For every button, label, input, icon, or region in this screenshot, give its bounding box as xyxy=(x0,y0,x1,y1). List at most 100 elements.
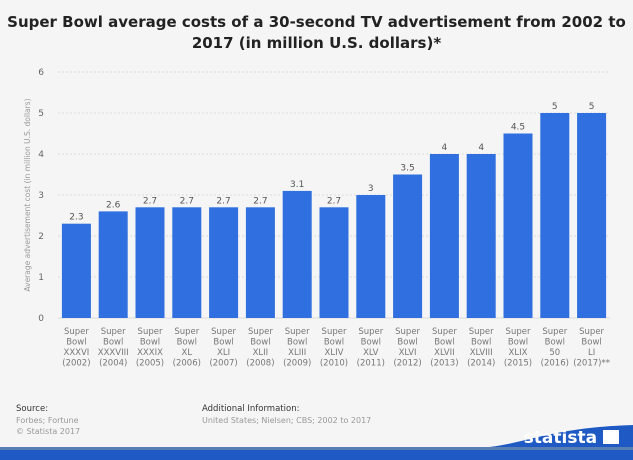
x-tick-label: Bowl xyxy=(140,338,160,348)
bar xyxy=(577,113,607,318)
data-label: 3.1 xyxy=(290,180,304,190)
bar xyxy=(245,207,275,318)
y-tick-label: 6 xyxy=(38,68,44,78)
x-tick-label: Bowl xyxy=(250,338,270,348)
x-tick-label: (2007) xyxy=(209,359,237,369)
x-tick-label: (2012) xyxy=(393,359,421,369)
x-tick-label: Bowl xyxy=(361,338,381,348)
data-label: 3 xyxy=(368,184,374,194)
data-label: 2.7 xyxy=(327,196,341,206)
x-tick-label: XLII xyxy=(253,348,269,358)
y-tick-label: 3 xyxy=(38,191,44,201)
info-block: Additional Information: United States; N… xyxy=(202,404,371,426)
data-label: 2.3 xyxy=(69,213,83,223)
data-label: 2.7 xyxy=(143,196,157,206)
x-tick-label: (2004) xyxy=(99,359,127,369)
x-tick-label: XLIX xyxy=(509,348,528,358)
info-label: Additional Information: xyxy=(202,404,300,414)
x-tick-label: XXXIX xyxy=(137,348,163,358)
x-tick-label: XL xyxy=(182,348,193,358)
bar xyxy=(356,195,386,318)
y-tick-label: 1 xyxy=(38,273,44,283)
data-label: 4 xyxy=(442,143,448,153)
x-tick-label: Bowl xyxy=(66,338,86,348)
x-tick-label: (2014) xyxy=(467,359,495,369)
x-tick-label: Super xyxy=(469,327,494,337)
bar xyxy=(319,207,349,318)
source-block: Source: Forbes; Fortune © Statista 2017 xyxy=(16,404,80,437)
x-tick-label: Super xyxy=(138,327,163,337)
x-tick-label: Bowl xyxy=(324,338,344,348)
data-label: 4 xyxy=(478,143,484,153)
x-tick-label: Bowl xyxy=(545,338,565,348)
x-tick-label: Super xyxy=(64,327,89,337)
x-tick-label: (2005) xyxy=(136,359,164,369)
x-tick-label: (2008) xyxy=(246,359,274,369)
x-tick-label: Bowl xyxy=(103,338,123,348)
data-label: 2.6 xyxy=(106,200,121,210)
x-tick-label: Super xyxy=(432,327,457,337)
x-tick-label: (2015) xyxy=(504,359,532,369)
x-tick-label: Super xyxy=(248,327,273,337)
x-tick-label: (2016) xyxy=(541,359,569,369)
y-tick-label: 2 xyxy=(38,232,44,242)
x-tick-label: XLIII xyxy=(288,348,306,358)
x-tick-label: (2017)** xyxy=(573,359,610,369)
x-tick-label: Super xyxy=(358,327,383,337)
y-axis-label: Average advertisement cost (in million U… xyxy=(23,98,32,291)
bar xyxy=(466,154,496,318)
x-tick-label: Bowl xyxy=(434,338,454,348)
x-tick-label: 50 xyxy=(549,348,560,358)
x-tick-label: XLVII xyxy=(434,348,454,358)
x-tick-label: Bowl xyxy=(397,338,417,348)
bar xyxy=(61,223,91,318)
source-label: Source: xyxy=(16,404,49,414)
x-tick-label: XXXVI xyxy=(64,348,90,358)
bar xyxy=(429,154,459,318)
data-label: 2.7 xyxy=(253,196,267,206)
data-label: 2.7 xyxy=(216,196,230,206)
footer-band xyxy=(0,425,633,460)
x-tick-label: Super xyxy=(579,327,604,337)
x-tick-label: XLV xyxy=(363,348,379,358)
x-tick-label: (2011) xyxy=(357,359,385,369)
bar xyxy=(135,207,165,318)
info-text: United States; Nielsen; CBS; 2002 to 201… xyxy=(202,416,372,425)
x-tick-label: (2002) xyxy=(62,359,90,369)
source-text: Forbes; Fortune xyxy=(16,416,79,425)
x-tick-label: Bowl xyxy=(177,338,197,348)
logo-text: statista xyxy=(523,428,598,448)
bar xyxy=(98,211,128,318)
x-tick-label: LI xyxy=(588,348,595,358)
x-tick-label: Bowl xyxy=(213,338,233,348)
y-tick-label: 5 xyxy=(38,109,44,119)
x-tick-label: Super xyxy=(101,327,126,337)
bar xyxy=(282,190,312,318)
bar xyxy=(503,133,533,318)
statista-logo-icon xyxy=(603,430,619,444)
data-label: 5 xyxy=(552,102,558,112)
x-tick-label: (2006) xyxy=(173,359,201,369)
x-tick-label: Super xyxy=(211,327,236,337)
x-tick-label: Super xyxy=(395,327,420,337)
x-tick-label: XLI xyxy=(217,348,230,358)
data-label: 2.7 xyxy=(180,196,194,206)
x-tick-label: (2010) xyxy=(320,359,348,369)
statista-logo[interactable]: statista xyxy=(524,428,619,448)
x-tick-label: XXXVIII xyxy=(98,348,129,358)
data-label: 3.5 xyxy=(400,164,414,174)
bar xyxy=(209,207,239,318)
x-tick-label: Bowl xyxy=(581,338,601,348)
x-tick-label: Bowl xyxy=(508,338,528,348)
x-tick-label: Super xyxy=(174,327,199,337)
x-tick-label: XLIV xyxy=(325,348,344,358)
bar xyxy=(540,113,570,318)
x-tick-label: XLVIII xyxy=(470,348,493,358)
x-tick-label: Super xyxy=(542,327,567,337)
x-tick-label: Super xyxy=(285,327,310,337)
y-tick-label: 4 xyxy=(38,150,44,160)
footer-stripe xyxy=(0,447,633,450)
x-tick-label: Super xyxy=(322,327,347,337)
x-tick-label: Bowl xyxy=(471,338,491,348)
